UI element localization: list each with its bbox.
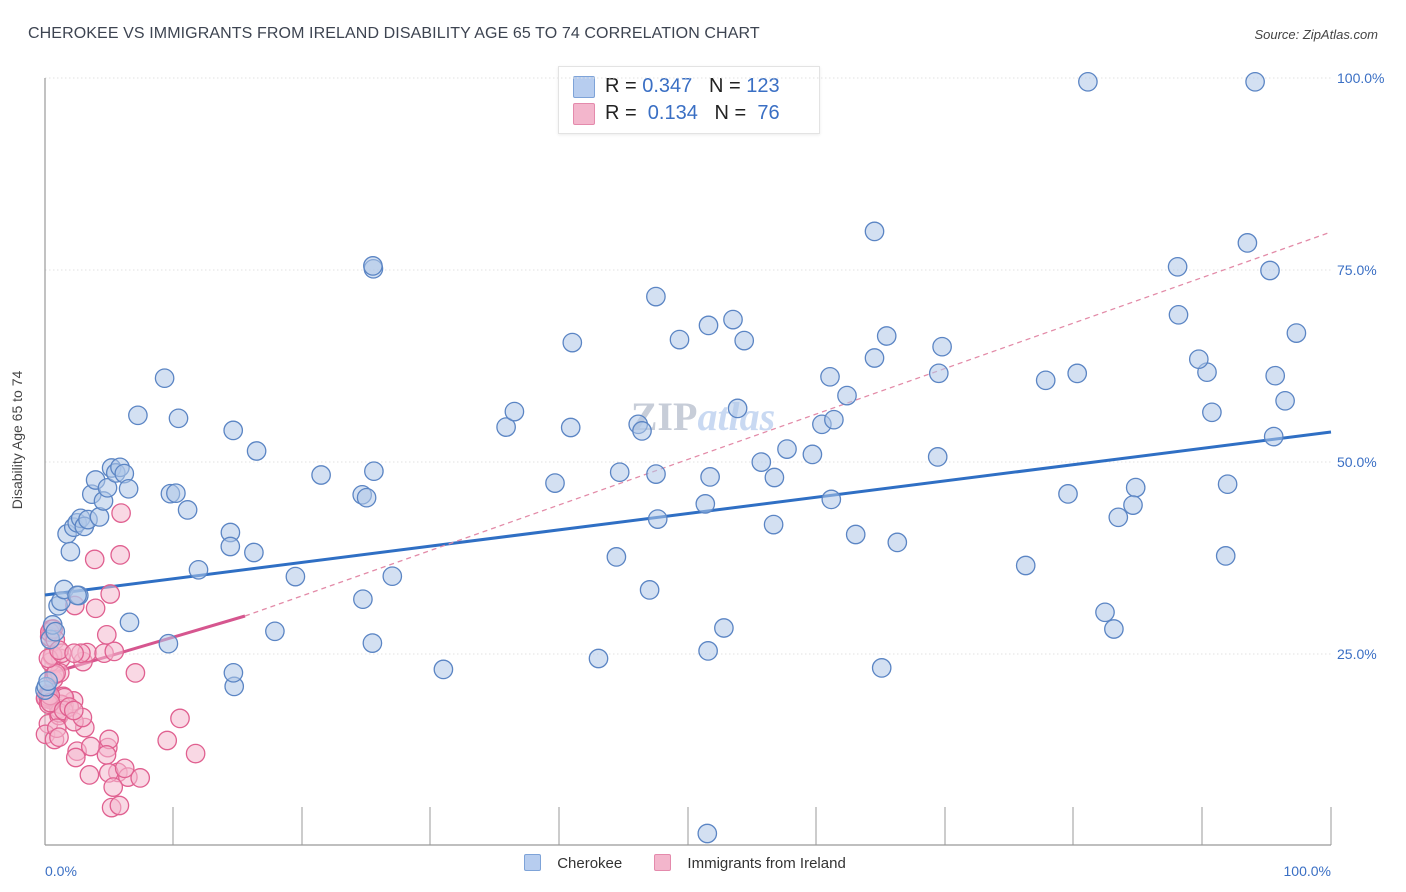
svg-text:ZIPatlas: ZIPatlas: [631, 394, 775, 439]
svg-text:50.0%: 50.0%: [1337, 454, 1377, 470]
svg-text:25.0%: 25.0%: [1337, 646, 1377, 662]
svg-text:100.0%: 100.0%: [1284, 863, 1331, 879]
svg-text:75.0%: 75.0%: [1337, 262, 1377, 278]
svg-text:0.0%: 0.0%: [45, 863, 77, 879]
svg-text:100.0%: 100.0%: [1337, 70, 1384, 86]
svg-text:Disability Age 65 to 74: Disability Age 65 to 74: [9, 371, 25, 510]
